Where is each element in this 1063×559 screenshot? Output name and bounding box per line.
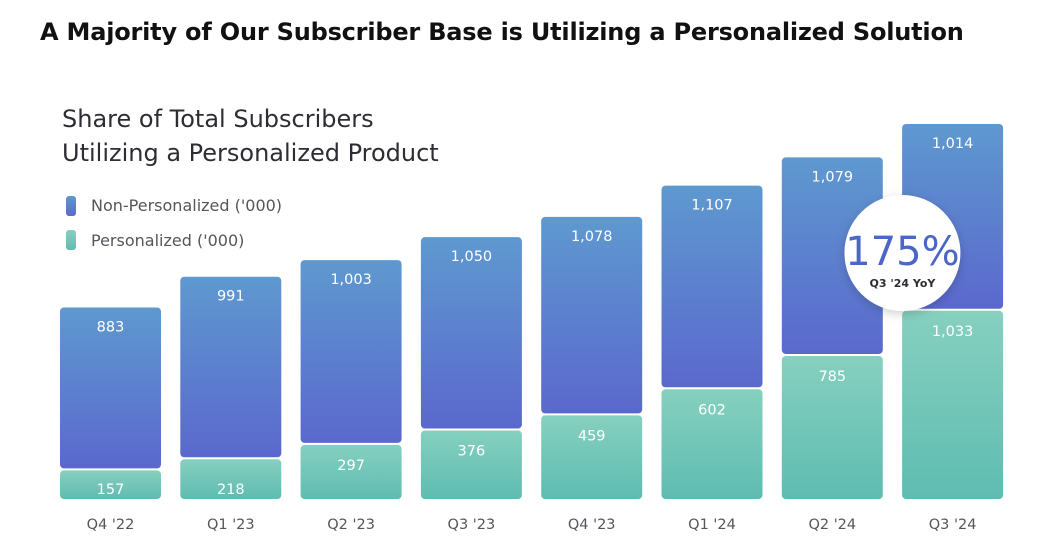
- bar-non-personalized: [60, 307, 161, 469]
- bar-label-non-personalized: 1,014: [932, 136, 974, 152]
- bar-personalized: [420, 430, 522, 499]
- yoy-callout-label: Q3 '24 YoY: [870, 277, 937, 290]
- bar-label-non-personalized: 1,107: [691, 198, 733, 214]
- bar-personalized: [902, 310, 1004, 499]
- bar-label-personalized: 376: [458, 443, 486, 459]
- x-tick-label: Q3 '24: [929, 517, 977, 533]
- bar-non-personalized: [781, 157, 883, 354]
- bar-label-non-personalized: 1,078: [571, 229, 613, 245]
- bar-label-personalized: 218: [217, 482, 245, 498]
- x-tick-label: Q3 '23: [448, 517, 496, 533]
- bar-personalized: [60, 470, 161, 499]
- bar-personalized: [541, 415, 643, 499]
- bar-personalized: [180, 459, 282, 499]
- x-tick-label: Q1 '24: [688, 517, 736, 533]
- bar-label-personalized: 785: [818, 369, 846, 385]
- bar-label-non-personalized: 883: [97, 319, 125, 335]
- chart-title-line-2: Utilizing a Personalized Product: [62, 139, 439, 167]
- bar-personalized: [661, 389, 763, 499]
- bar-label-non-personalized: 991: [217, 289, 245, 305]
- x-tick-label: Q4 '23: [568, 517, 616, 533]
- bar-personalized: [300, 444, 402, 499]
- yoy-callout-circle: [844, 195, 961, 311]
- bar-label-personalized: 1,033: [932, 324, 974, 340]
- bar-label-personalized: 157: [97, 482, 125, 498]
- bar-personalized: [781, 355, 883, 499]
- legend-label-non-personalized: Non-Personalized ('000): [91, 196, 282, 215]
- bar-non-personalized: [541, 216, 643, 414]
- x-tick-label: Q2 '23: [327, 517, 375, 533]
- bar-label-non-personalized: 1,079: [812, 169, 854, 185]
- bar-non-personalized: [420, 237, 522, 429]
- x-tick-label: Q1 '23: [207, 517, 255, 533]
- bar-label-non-personalized: 1,003: [330, 272, 372, 288]
- chart-title-line-1: Share of Total Subscribers: [62, 105, 374, 133]
- yoy-callout: 175% Q3 '24 YoY: [844, 195, 961, 311]
- x-axis-ticks: Q4 '22 Q1 '23 Q2 '23 Q3 '23 Q4 '23 Q1 '24 Q2 '…: [87, 517, 977, 533]
- page-heading: A Majority of Our Subscriber Base is Uti…: [40, 18, 964, 46]
- legend-swatch-personalized: [66, 230, 76, 250]
- x-tick-label: Q2 '24: [808, 517, 856, 533]
- bar-label-personalized: 602: [698, 402, 726, 418]
- bar-label-personalized: 297: [337, 458, 365, 474]
- bar-non-personalized: [661, 185, 763, 388]
- bar-label-non-personalized: 1,050: [451, 249, 493, 265]
- legend-label-personalized: Personalized ('000): [91, 231, 244, 250]
- bar-label-personalized: 459: [578, 428, 606, 444]
- bar-non-personalized: [300, 260, 402, 443]
- legend-swatch-non-personalized: [66, 196, 76, 216]
- yoy-callout-value: 175%: [845, 229, 959, 275]
- bars-group: 883 157 991 218 1,003 297 1,050 376 1,078 459 1,10…: [60, 124, 1004, 499]
- bar-non-personalized: [180, 276, 282, 458]
- x-tick-label: Q4 '22: [87, 517, 135, 533]
